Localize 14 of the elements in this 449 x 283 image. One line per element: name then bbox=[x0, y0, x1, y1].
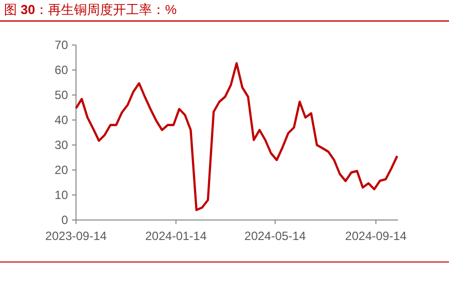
y-tick-label: 40 bbox=[54, 113, 68, 128]
x-tick-label: 2024-05-14 bbox=[244, 229, 306, 243]
y-tick-label: 20 bbox=[54, 163, 68, 178]
y-tick-label: 30 bbox=[54, 138, 68, 152]
y-tick-label: 50 bbox=[54, 88, 68, 102]
y-tick-label: 0 bbox=[61, 213, 68, 228]
x-tick-label: 2024-09-14 bbox=[345, 229, 407, 243]
y-tick-label: 10 bbox=[54, 188, 68, 202]
chart-title: 图 30：再生铜周度开工率：% bbox=[4, 2, 178, 17]
y-tick-label: 60 bbox=[54, 63, 68, 78]
line-series bbox=[74, 62, 398, 212]
y-tick-label: 70 bbox=[54, 38, 68, 52]
x-tick-label: 2024-01-14 bbox=[145, 229, 207, 243]
x-tick-label: 2023-09-14 bbox=[45, 229, 108, 243]
